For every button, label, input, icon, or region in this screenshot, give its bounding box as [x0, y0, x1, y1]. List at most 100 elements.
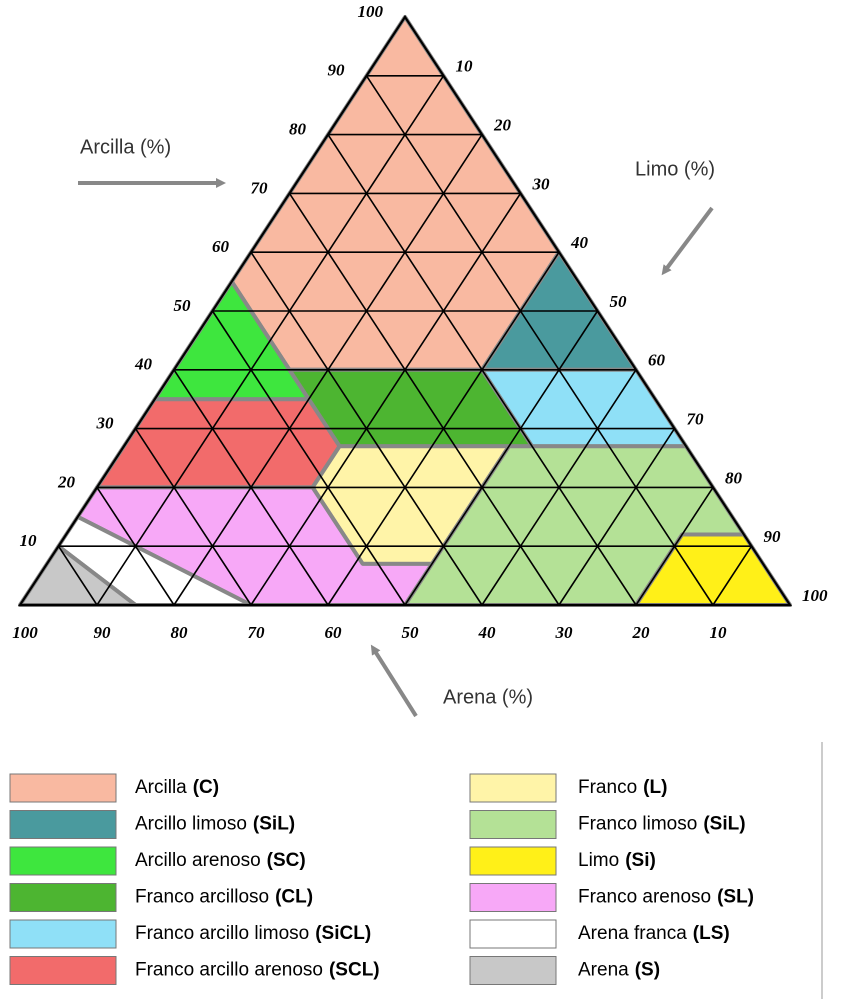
tick-label: 90: [94, 623, 112, 642]
legend-code: (L): [643, 777, 667, 798]
legend-swatch: [9, 773, 117, 803]
legend-label: Franco arenoso (SL): [578, 887, 754, 908]
grid-line: [365, 75, 714, 606]
legend-code: (C): [193, 777, 219, 798]
legend-code: (LS): [693, 923, 730, 944]
legend-code: (SiL): [253, 814, 295, 835]
grid-line: [173, 369, 329, 606]
legend-swatch: [469, 919, 557, 949]
legend-code: (SCL): [329, 960, 380, 981]
legend-name: Franco arcilloso: [135, 887, 269, 908]
legend-code: (CL): [275, 887, 313, 908]
tick-label: 20: [632, 623, 651, 642]
legend-label: Limo (Si): [578, 850, 656, 871]
legend-code: (SiL): [703, 814, 745, 835]
tick-label: 100: [358, 2, 384, 21]
legend-name: Arena: [578, 960, 629, 981]
legend-name: Franco arcillo limoso: [135, 923, 309, 944]
legend-swatch: [469, 883, 557, 912]
tick-label: 80: [171, 623, 189, 642]
axis-label: Limo (%): [635, 158, 715, 180]
legend-code: (SC): [267, 850, 306, 871]
tick-label: 50: [610, 292, 628, 311]
tick-label: 80: [725, 468, 743, 487]
grid-line: [211, 310, 406, 606]
tick-label: 30: [532, 174, 551, 193]
legend-name: Franco arcillo arenoso: [135, 960, 323, 981]
texture-region: [95, 397, 342, 490]
tick-label: 80: [289, 120, 307, 139]
triangle-outline: [17, 14, 793, 607]
legend-label: Franco limoso (SiL): [578, 814, 746, 835]
tick-label: 40: [570, 233, 589, 252]
tick-label: 100: [802, 586, 828, 605]
tick-label: 10: [20, 531, 38, 550]
grid-line: [288, 192, 560, 606]
tick-label: 60: [648, 351, 666, 370]
legend-swatch: [9, 919, 117, 949]
legend-label: Franco (L): [578, 777, 667, 798]
legend-label: Franco arcilloso (CL): [135, 887, 313, 908]
legend-swatch: [469, 773, 557, 803]
legend-name: Limo: [578, 850, 619, 871]
tick-label: 60: [212, 237, 230, 256]
legend-label: Arena franca (LS): [578, 923, 730, 944]
arrow: [370, 644, 418, 718]
tick-label: 10: [710, 623, 728, 642]
arrow: [661, 206, 714, 276]
grid-line: [404, 310, 599, 606]
legend-swatch: [9, 883, 117, 912]
tick-label: 50: [174, 296, 192, 315]
grid-line: [712, 545, 753, 606]
legend-label: Arcilla (C): [135, 777, 219, 798]
legend-swatch: [469, 810, 557, 839]
legend: Arcilla (C) Arcillo limoso (SiL) Arcillo are…: [9, 773, 754, 985]
legend-code: (SiCL): [315, 923, 371, 944]
grid-line: [96, 75, 445, 606]
tick-label: 90: [764, 527, 782, 546]
legend-swatch: [9, 810, 117, 839]
legend-swatch: [9, 846, 117, 876]
grid-line: [327, 134, 637, 606]
legend-swatch: [469, 956, 557, 985]
legend-name: Arcilla: [135, 777, 187, 798]
legend-code: (SL): [717, 887, 754, 908]
tick-label: 90: [328, 61, 346, 80]
axis-label: Arena (%): [443, 686, 533, 708]
tick-label: 40: [134, 355, 153, 374]
tick-label: 40: [478, 623, 497, 642]
legend-label: Arcillo limoso (SiL): [135, 814, 295, 835]
tick-label: 100: [12, 623, 38, 642]
tick-label: 70: [251, 178, 269, 197]
tick-label: 30: [555, 623, 574, 642]
tick-label: 10: [456, 57, 474, 76]
tick-label: 30: [96, 414, 115, 433]
legend-name: Franco arenoso: [578, 887, 711, 908]
grid-line: [250, 251, 483, 606]
tick-label: 70: [687, 410, 705, 429]
grid: [17, 14, 793, 607]
grid-line: [558, 428, 676, 606]
legend-label: Franco arcillo arenoso (SCL): [135, 960, 380, 981]
tick-label: 70: [248, 623, 266, 642]
legend-name: Arcillo limoso: [135, 814, 247, 835]
tick-label: 50: [402, 623, 420, 642]
legend-label: Franco arcillo limoso (SiCL): [135, 923, 371, 944]
legend-name: Arcillo arenoso: [135, 850, 261, 871]
tick-label: 60: [325, 623, 343, 642]
grid-line: [96, 486, 175, 606]
legend-label: Arena (S): [578, 960, 660, 981]
legend-swatch: [9, 956, 117, 985]
legend-name: Franco limoso: [578, 814, 697, 835]
grid-line: [57, 545, 98, 606]
legend-label: Arcillo arenoso (SC): [135, 850, 306, 871]
grid-line: [134, 428, 252, 606]
grid-line: [250, 192, 522, 606]
legend-code: (S): [635, 960, 660, 981]
legend-name: Franco: [578, 777, 637, 798]
tick-label: 20: [57, 472, 76, 491]
legend-code: (Si): [625, 850, 656, 871]
axis-label: Arcilla (%): [80, 136, 171, 158]
legend-swatch: [469, 846, 557, 876]
